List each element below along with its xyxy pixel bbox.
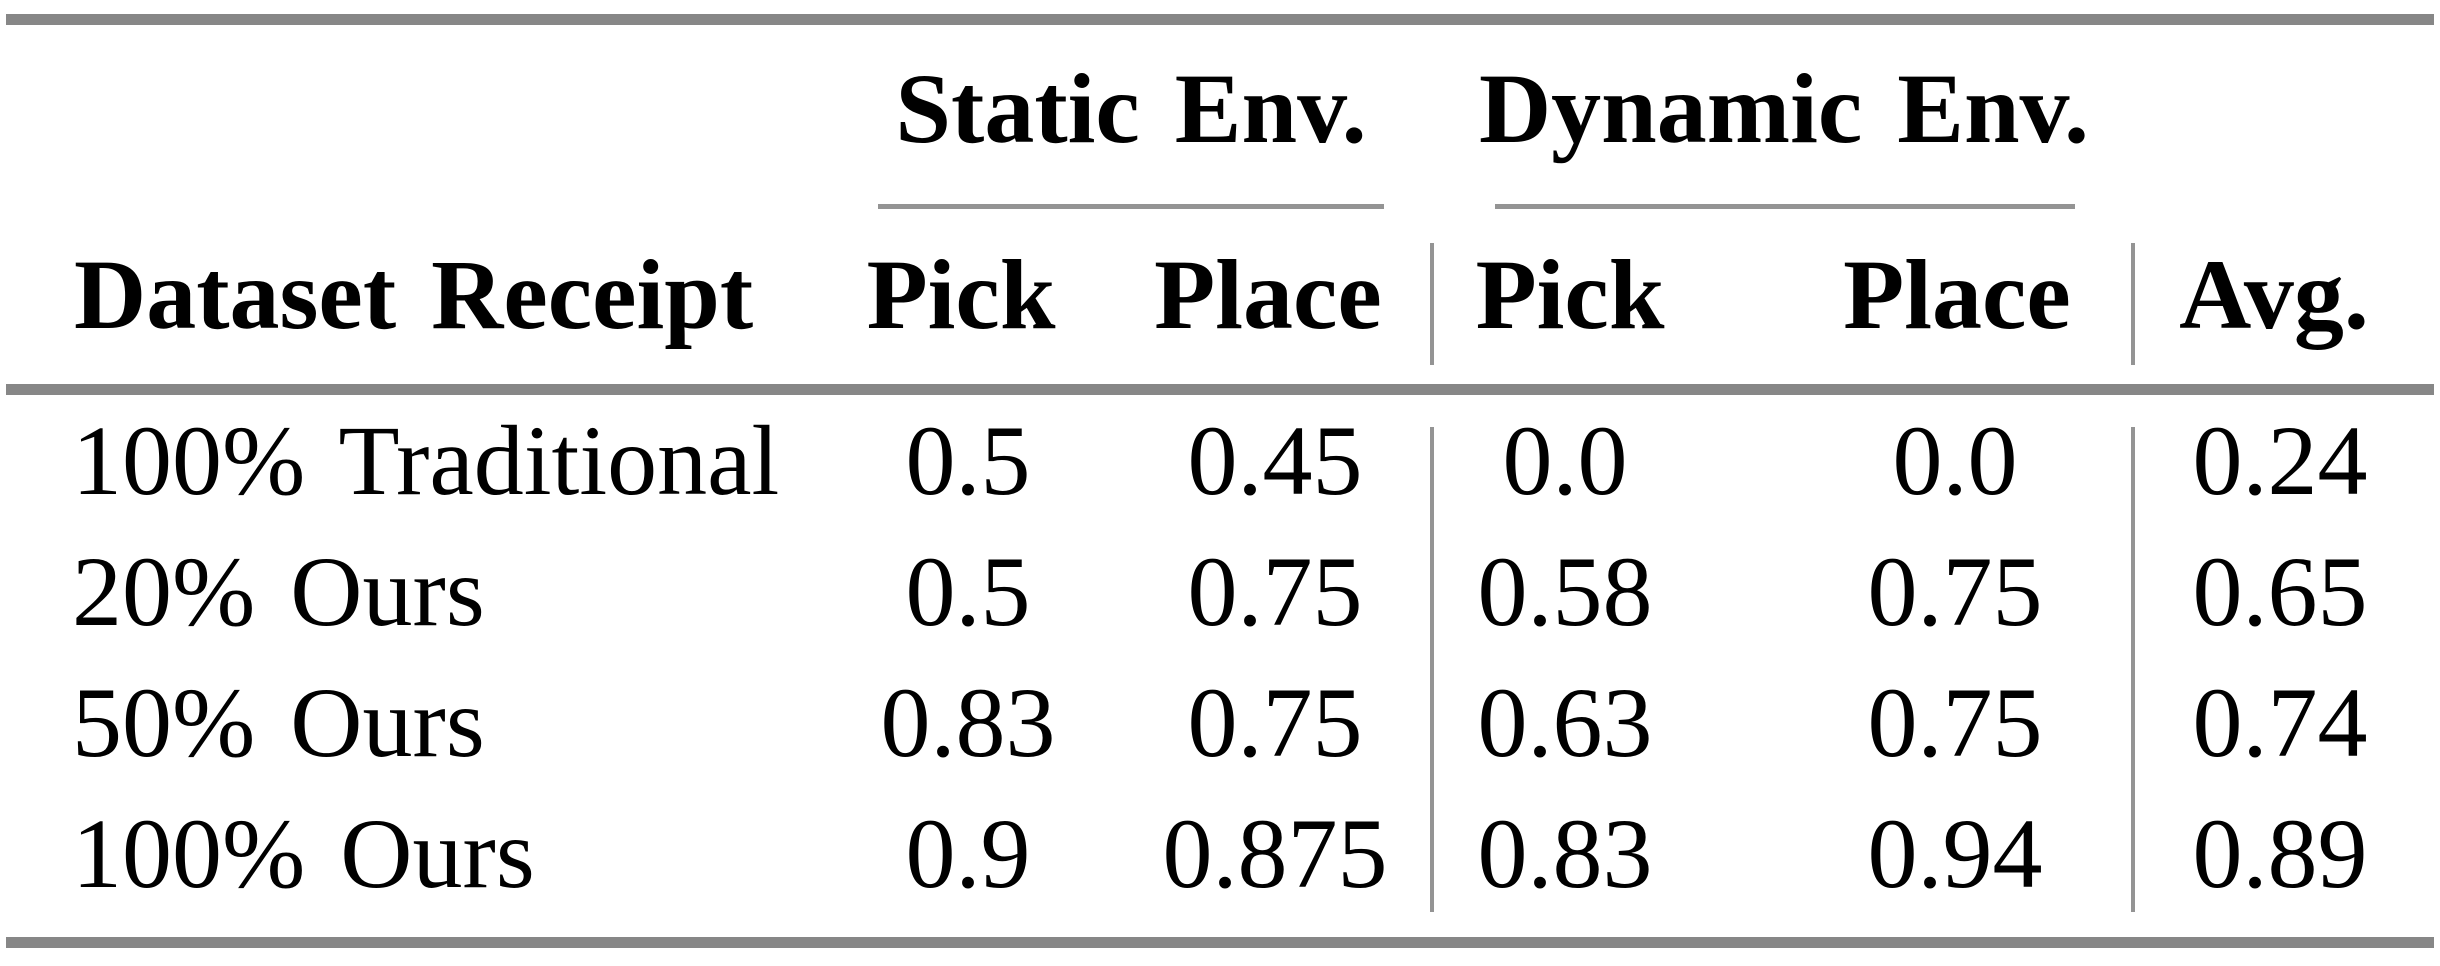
cell-value: 0.0 <box>1892 405 2018 516</box>
column-header-dynamic-pick: Pick <box>1475 239 1665 350</box>
cell-value: 0.9 <box>905 798 1031 909</box>
cell-value: 0.75 <box>1867 667 2043 778</box>
column-group-static-env: Static Env. <box>895 53 1367 164</box>
cell-value: 0.875 <box>1162 798 1388 909</box>
cell-value: 0.58 <box>1477 536 1653 647</box>
vertical-rule-static-dynamic-body <box>1430 427 1434 912</box>
vertical-rule-dynamic-avg-header <box>2131 243 2135 365</box>
cell-value: 0.0 <box>1502 405 1628 516</box>
column-header-dataset-receipt: Dataset Receipt <box>74 239 754 350</box>
cell-value: 0.75 <box>1187 667 1363 778</box>
cell-value: 0.75 <box>1867 536 2043 647</box>
column-group-dynamic-env: Dynamic Env. <box>1478 53 2090 164</box>
vertical-rule-dynamic-avg-body <box>2131 427 2135 912</box>
cell-value: 0.65 <box>2192 536 2368 647</box>
table-header-divider-rule <box>6 384 2434 395</box>
column-header-static-pick: Pick <box>866 239 1056 350</box>
table-top-rule <box>6 14 2434 25</box>
cell-value: 0.83 <box>1477 798 1653 909</box>
vertical-rule-static-dynamic-header <box>1430 243 1434 365</box>
cell-value: 0.5 <box>905 405 1031 516</box>
row-label: 100% Ours <box>72 798 535 909</box>
cell-value: 0.63 <box>1477 667 1653 778</box>
cell-value: 0.83 <box>880 667 1056 778</box>
row-label: 100% Traditional <box>72 405 780 516</box>
cell-value: 0.5 <box>905 536 1031 647</box>
row-label: 20% Ours <box>72 536 485 647</box>
cell-value: 0.75 <box>1187 536 1363 647</box>
row-label: 50% Ours <box>72 667 485 778</box>
cell-value: 0.89 <box>2192 798 2368 909</box>
cell-value: 0.24 <box>2192 405 2368 516</box>
cell-value: 0.74 <box>2192 667 2368 778</box>
cell-value: 0.94 <box>1867 798 2043 909</box>
static-group-underline <box>878 204 1384 209</box>
table-bottom-rule <box>6 937 2434 948</box>
column-header-static-place: Place <box>1154 239 1382 350</box>
cell-value: 0.45 <box>1187 405 1363 516</box>
dynamic-group-underline <box>1495 204 2075 209</box>
column-header-avg: Avg. <box>2179 239 2369 350</box>
column-header-dynamic-place: Place <box>1843 239 2071 350</box>
